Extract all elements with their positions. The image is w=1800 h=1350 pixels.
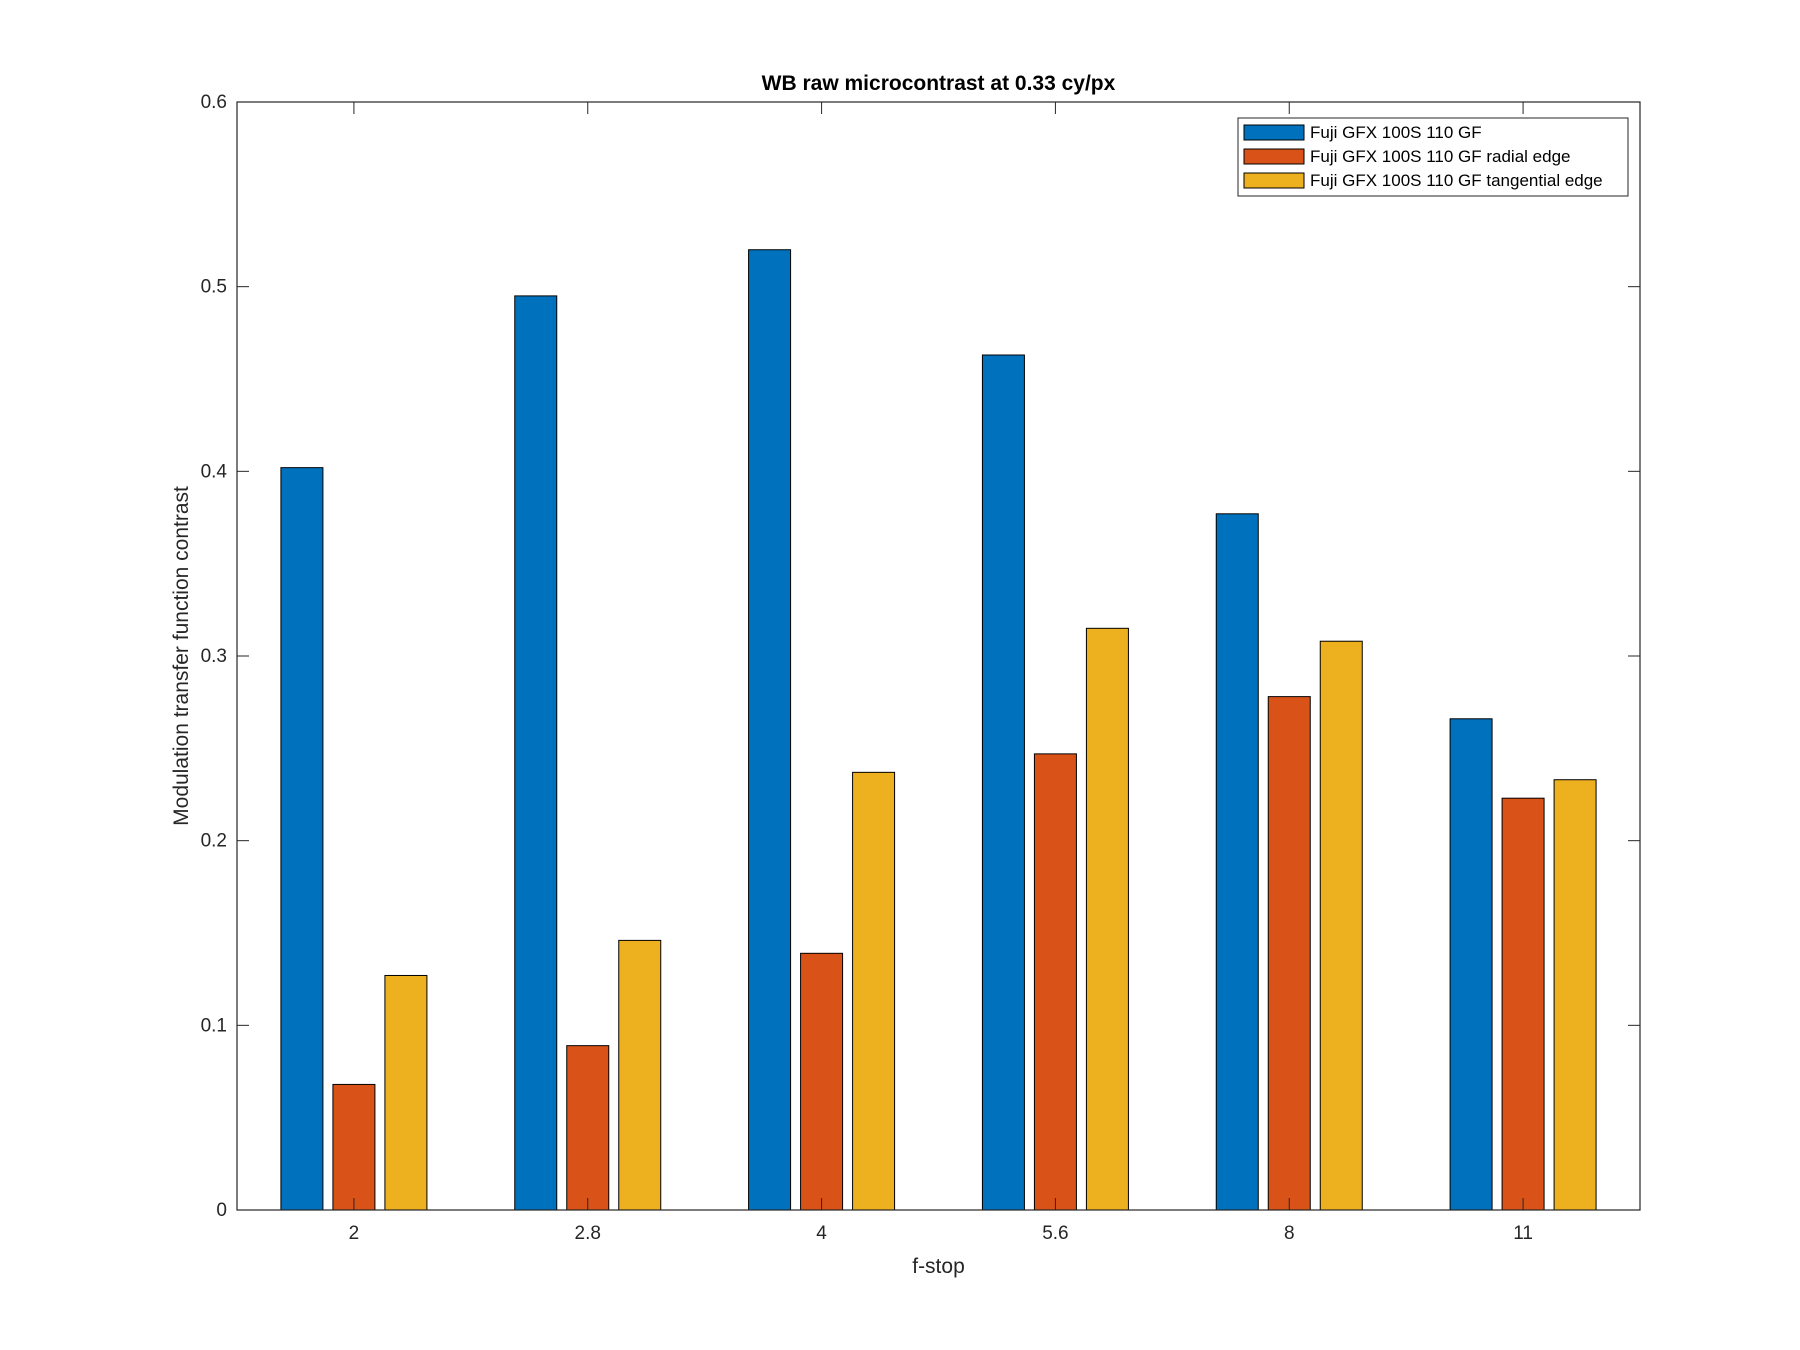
bar-4-series-2: [800, 952, 844, 1211]
x-tick-label: 11: [1513, 1223, 1533, 1244]
legend-entry-label: Fuji GFX 100S 110 GF: [1310, 123, 1482, 142]
y-tick-label: 0.5: [201, 277, 227, 298]
bar-2-series-1: [280, 467, 324, 1211]
bar-2.8-series-2: [566, 1045, 610, 1211]
y-tick-label: 0.2: [201, 831, 227, 852]
x-tick-label: 4: [816, 1223, 827, 1244]
bar-2-series-2: [332, 1083, 376, 1211]
y-tick-label: 0.4: [201, 461, 228, 482]
legend-swatch: [1243, 148, 1305, 165]
bar-8-series-2: [1267, 696, 1311, 1211]
bar-4-series-3: [852, 771, 896, 1211]
x-tick-label: 8: [1284, 1223, 1295, 1244]
bar-11-series-2: [1501, 797, 1545, 1211]
bar-5.6-series-2: [1033, 753, 1077, 1211]
x-tick-label: 5.6: [1042, 1223, 1068, 1244]
bar-11-series-1: [1449, 718, 1493, 1211]
legend-entry-label: Fuji GFX 100S 110 GF radial edge: [1310, 147, 1571, 166]
x-tick-label: 2.8: [575, 1223, 601, 1244]
bar-8-series-1: [1215, 513, 1259, 1211]
ticks-layer: 2 2.8 4 5.6 8 11 0 0.1 0.2 0.3 0.4 0.5 0.6: [201, 92, 1640, 1244]
chart-title: WB raw microcontrast at 0.33 cy/px: [762, 72, 1116, 95]
legend: Fuji GFX 100S 110 GF Fuji GFX 100S 110 GF…: [1237, 117, 1629, 197]
legend-swatch: [1243, 124, 1305, 141]
bar-5.6-series-1: [981, 354, 1025, 1211]
x-axis-label: f-stop: [912, 1255, 965, 1278]
y-axis-label: Modulation transfer function contrast: [170, 486, 193, 826]
bar-5.6-series-3: [1085, 627, 1129, 1211]
y-tick-label: 0: [216, 1200, 227, 1221]
y-tick-label: 0.3: [201, 646, 227, 667]
bar-8-series-3: [1319, 640, 1363, 1211]
y-tick-label: 0.1: [201, 1015, 227, 1036]
bar-2-series-3: [384, 974, 428, 1211]
bars-layer: [280, 249, 1597, 1211]
legend-swatch: [1243, 172, 1305, 189]
legend-entry-label: Fuji GFX 100S 110 GF tangential edge: [1310, 171, 1603, 190]
x-tick-label: 2: [349, 1223, 360, 1244]
bar-2.8-series-1: [514, 295, 558, 1211]
bar-2.8-series-3: [618, 939, 662, 1211]
bar-11-series-3: [1553, 779, 1597, 1211]
bar-4-series-1: [748, 249, 792, 1211]
y-tick-label: 0.6: [201, 92, 227, 113]
